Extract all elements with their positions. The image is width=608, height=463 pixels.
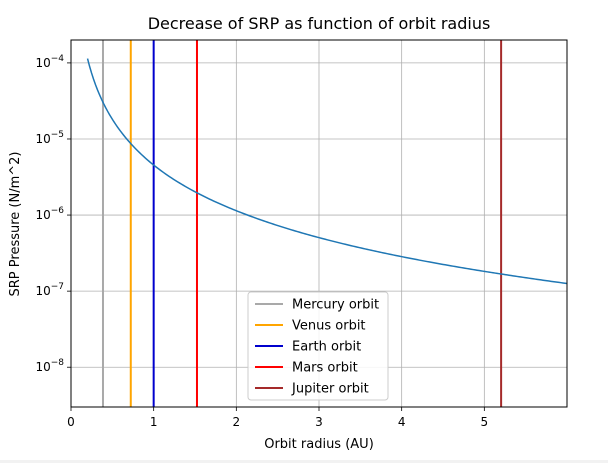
legend-label: Mercury orbit — [292, 298, 379, 313]
x-tick-label: 2 — [233, 415, 241, 429]
y-axis-ticks: 10−8 10−7 10−6 10−5 10−4 — [35, 54, 71, 374]
x-axis-label: Orbit radius (AU) — [264, 437, 374, 452]
orbit-lines — [101, 40, 503, 407]
y-tick-label: 10−6 — [35, 206, 64, 222]
y-axis-label: SRP Pressure (N/m^2) — [8, 152, 23, 297]
window-bottom-strip — [0, 460, 608, 463]
x-tick-label: 1 — [150, 415, 158, 429]
x-tick-label: 5 — [481, 415, 489, 429]
legend: Mercury orbit Venus orbit Earth orbit Mars … — [247, 291, 389, 401]
x-tick-label: 4 — [398, 415, 406, 429]
x-tick-label: 0 — [67, 415, 75, 429]
legend-label: Jupiter orbit — [291, 382, 369, 397]
srp-curve — [86, 58, 568, 285]
y-tick-label: 10−4 — [35, 54, 64, 70]
y-tick-label: 10−8 — [35, 358, 64, 374]
chart-title: Decrease of SRP as function of orbit rad… — [148, 14, 491, 33]
y-tick-label: 10−7 — [35, 282, 64, 298]
x-tick-label: 3 — [315, 415, 323, 429]
x-axis-ticks: 0 1 2 3 4 5 — [67, 407, 488, 429]
legend-label: Venus orbit — [292, 319, 366, 334]
y-tick-label: 10−5 — [35, 130, 64, 146]
legend-label: Earth orbit — [292, 340, 361, 355]
legend-label: Mars orbit — [292, 361, 358, 376]
legend-box — [247, 291, 389, 401]
